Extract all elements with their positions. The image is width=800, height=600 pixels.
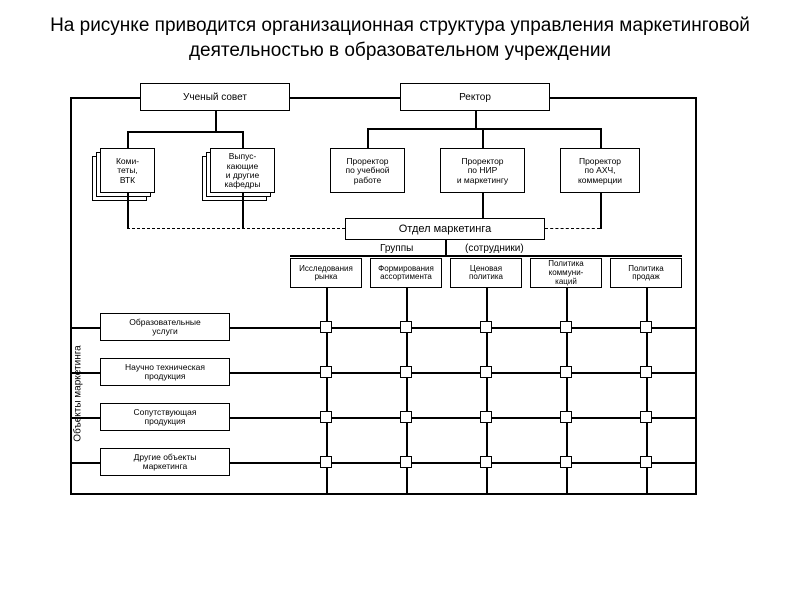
cell-r1c3 <box>480 321 492 333</box>
box-rector: Ректор <box>400 83 550 111</box>
line-dashed-committees <box>127 228 345 229</box>
grid-h4 <box>230 462 695 464</box>
grid-h3 <box>230 417 695 419</box>
line-council-rector <box>290 97 400 99</box>
box-departments: Выпус- кающие и другие кафедры <box>210 148 275 193</box>
line-nir-to-mkt <box>482 193 484 218</box>
objects-vertical-label: Объекты маркетинга <box>73 346 84 442</box>
cell-r3c3 <box>480 411 492 423</box>
line-departments-down <box>242 193 244 229</box>
cell-r2c3 <box>480 366 492 378</box>
box-group-pricing: Ценовая политика <box>450 258 522 288</box>
box-prorector-ahc: Проректор по АХЧ, коммерции <box>560 148 640 193</box>
box-marketing-dept: Отдел маркетинга <box>345 218 545 240</box>
box-group-assortment: Формирования ассортимента <box>370 258 442 288</box>
frame-right-v <box>695 97 697 495</box>
frame-left-top <box>70 97 140 99</box>
box-object-accompanying: Сопутствующая продукция <box>100 403 230 431</box>
cell-r2c5 <box>640 366 652 378</box>
line-pr-nir-up <box>482 128 484 148</box>
cell-r3c4 <box>560 411 572 423</box>
line-mkt-to-groups <box>445 240 447 255</box>
cell-r4c5 <box>640 456 652 468</box>
frame-right-top <box>550 97 695 99</box>
frame-to-obj3 <box>70 417 100 419</box>
box-prorector-nir: Проректор по НИР и маркетингу <box>440 148 525 193</box>
cell-r3c2 <box>400 411 412 423</box>
line-pr-ahc-up <box>600 128 602 148</box>
cell-r1c4 <box>560 321 572 333</box>
box-committees: Коми- теты, ВТК <box>100 148 155 193</box>
cell-r1c5 <box>640 321 652 333</box>
org-chart-diagram: Ученый совет Ректор Коми- теты, ВТК Выпу… <box>0 73 800 558</box>
line-council-bus <box>127 131 243 133</box>
frame-to-obj1 <box>70 327 100 329</box>
cell-r4c1 <box>320 456 332 468</box>
box-object-scitech: Научно техническая продукция <box>100 358 230 386</box>
box-object-other: Другие объекты маркетинга <box>100 448 230 476</box>
line-pr-study-up <box>367 128 369 148</box>
groups-label-right: (сотрудники) <box>465 243 524 254</box>
cell-r2c1 <box>320 366 332 378</box>
line-committees-up <box>127 131 129 148</box>
cell-r2c4 <box>560 366 572 378</box>
box-group-sales: Политика продаж <box>610 258 682 288</box>
box-group-communications: Политика коммуни- каций <box>530 258 602 288</box>
box-council: Ученый совет <box>140 83 290 111</box>
frame-to-obj4 <box>70 462 100 464</box>
line-council-down <box>215 111 217 131</box>
cell-r4c2 <box>400 456 412 468</box>
grid-h2 <box>230 372 695 374</box>
line-rector-bus <box>367 128 600 130</box>
cell-r1c2 <box>400 321 412 333</box>
cell-r3c5 <box>640 411 652 423</box>
cell-r1c1 <box>320 321 332 333</box>
line-groups-underline <box>290 255 682 257</box>
box-object-edu: Образовательные услуги <box>100 313 230 341</box>
page-title: На рисунке приводится организационная ст… <box>0 0 800 73</box>
box-group-research: Исследования рынка <box>290 258 362 288</box>
cell-r3c1 <box>320 411 332 423</box>
line-rector-down <box>475 111 477 128</box>
groups-label-left: Группы <box>380 243 413 254</box>
cell-r2c2 <box>400 366 412 378</box>
grid-h1 <box>230 327 695 329</box>
line-dashed-ahc <box>545 228 600 229</box>
cell-r4c4 <box>560 456 572 468</box>
frame-to-obj2 <box>70 372 100 374</box>
line-committees-down <box>127 193 129 229</box>
frame-left-v <box>70 97 72 495</box>
cell-r4c3 <box>480 456 492 468</box>
line-departments-up <box>242 131 244 148</box>
frame-bottom <box>70 493 697 495</box>
box-prorector-study: Проректор по учебной работе <box>330 148 405 193</box>
line-ahc-down <box>600 193 602 229</box>
